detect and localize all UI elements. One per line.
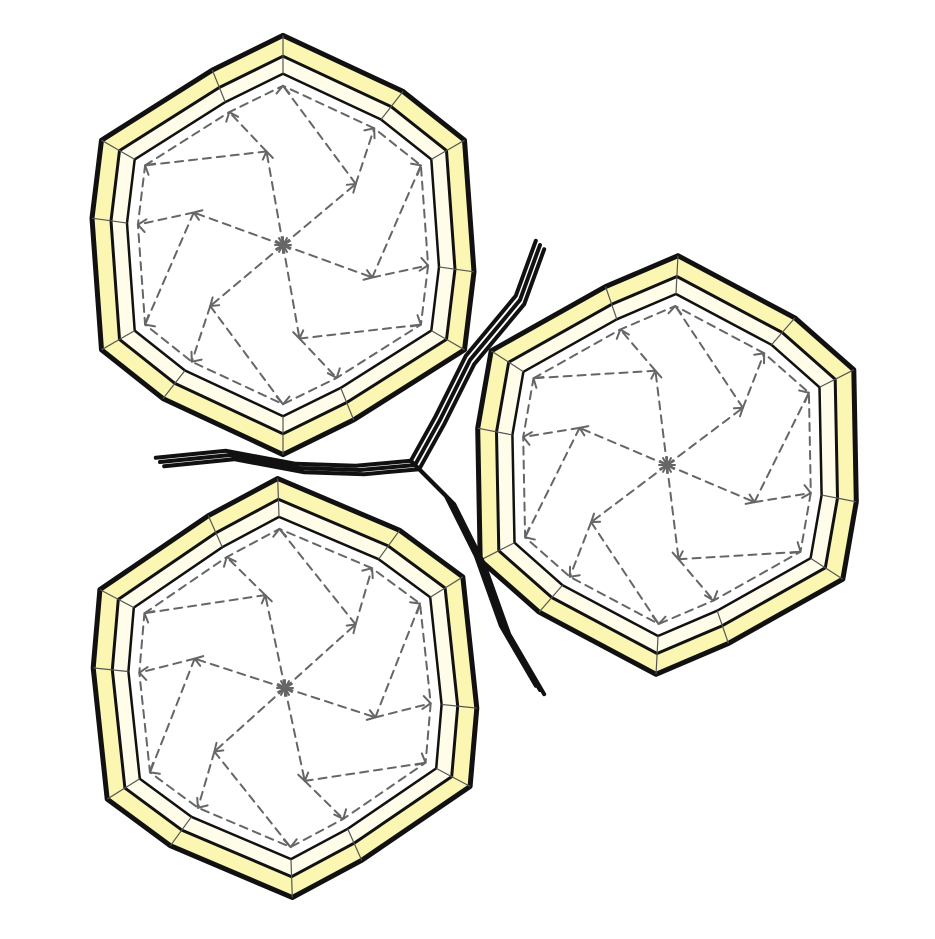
- bottom-left-vertex-tick: [197, 798, 198, 808]
- tile-top-left: [92, 35, 474, 454]
- bottom-left-band-divider: [291, 859, 292, 877]
- tile-right: [478, 256, 857, 675]
- bottom-left-band-divider: [278, 479, 279, 500]
- top-left-fold-tick: [347, 184, 356, 185]
- bottom-left-vertex-tick: [410, 602, 420, 603]
- bottom-left-vertex-tick: [372, 568, 373, 578]
- top-left-fold-tick: [210, 305, 219, 306]
- bottom-left-fold-tick: [347, 624, 356, 625]
- bottom-left-fold-tick: [214, 750, 223, 751]
- tile-bottom-left: [93, 479, 477, 898]
- right-vertex-tick: [791, 552, 801, 553]
- right-vertex-tick: [533, 377, 543, 378]
- bottom-left-band-divider: [278, 499, 279, 517]
- bottom-left-vertex-tick: [150, 772, 160, 773]
- bottom-left-band-divider: [292, 877, 293, 898]
